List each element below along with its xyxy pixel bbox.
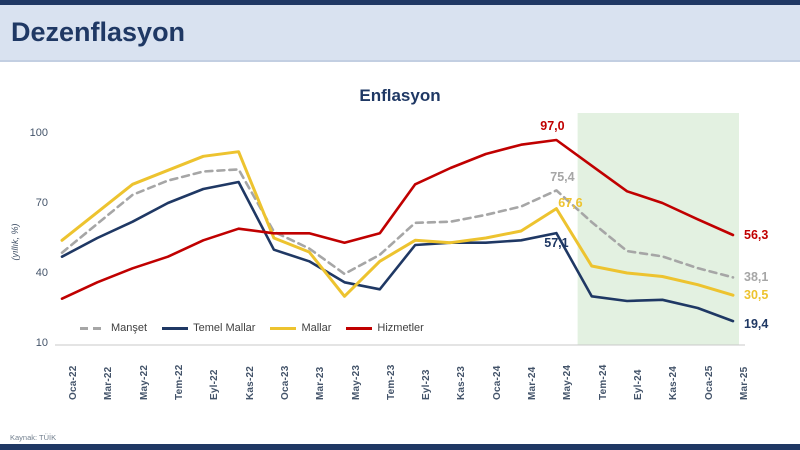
slide-header: Dezenflasyon — [0, 5, 800, 62]
bottom-accent-bar — [0, 444, 800, 450]
y-tick-label: 10 — [35, 337, 48, 349]
x-tick-label: Oca-23 — [279, 365, 291, 400]
legend-swatch — [270, 326, 297, 330]
x-tick-label: Tem-22 — [173, 364, 185, 400]
series-line-mallar — [60, 150, 735, 298]
y-tick-label: 40 — [35, 267, 48, 279]
x-tick-label: Mar-24 — [527, 366, 539, 400]
peak-value-label: 97,0 — [540, 119, 565, 133]
x-tick-label: Tem-23 — [385, 364, 397, 400]
legend-item-temel-mallar: Temel Mallar — [162, 322, 255, 334]
peak-value-label: 67,6 — [558, 195, 583, 210]
end-value-label: 19,4 — [744, 317, 769, 332]
series-line-temel-mallar — [60, 180, 735, 323]
series-line-hizmetler — [60, 138, 735, 301]
end-value-label: 56,3 — [744, 227, 769, 242]
x-tick-label: Mar-22 — [103, 366, 115, 400]
peak-value-label: 75,4 — [550, 170, 575, 185]
x-tick-label: May-22 — [138, 364, 150, 400]
y-tick-label: 100 — [29, 127, 48, 139]
x-tick-label: Eyl-24 — [633, 369, 645, 400]
x-tick-label: Mar-23 — [315, 366, 327, 400]
peak-value-label: 57,1 — [544, 236, 569, 251]
x-tick-label: Eyl-22 — [209, 369, 221, 400]
x-tick-label: Mar-25 — [739, 366, 750, 400]
x-tick-label: Kas-22 — [244, 366, 256, 400]
legend-item-hizmetler: Hizmetler — [346, 322, 424, 334]
chart-legend: Manşet Temel Mallar Mallar Hizmetler — [80, 322, 424, 334]
source-note: Kaynak: TÜİK — [10, 433, 57, 442]
chart-title: Enflasyon — [359, 86, 441, 105]
x-tick-label: Eyl-23 — [421, 369, 433, 400]
legend-item-mallar: Mallar — [270, 322, 331, 334]
x-tick-label: May-23 — [350, 364, 362, 400]
top-accent-bar — [0, 0, 800, 5]
page-title: Dezenflasyon — [11, 17, 186, 47]
legend-item-man-et: Manşet — [80, 322, 147, 334]
end-value-label: 38,1 — [744, 270, 769, 285]
x-tick-label: Oca-22 — [68, 365, 79, 400]
legend-label: Manşet — [111, 322, 148, 334]
x-tick-label: May-24 — [562, 364, 574, 400]
series-line-man-et — [60, 168, 735, 279]
x-tick-label: Kas-23 — [456, 366, 468, 400]
x-tick-label: Tem-24 — [597, 364, 609, 400]
legend-label: Temel Mallar — [193, 322, 256, 334]
legend-label: Hizmetler — [377, 322, 424, 334]
x-tick-label: Kas-24 — [668, 366, 680, 400]
x-tick-label: Oca-25 — [703, 365, 715, 400]
y-tick-label: 70 — [35, 197, 48, 209]
highlight-region — [577, 113, 740, 345]
legend-swatch — [346, 326, 373, 330]
legend-swatch — [162, 326, 189, 330]
x-tick-label: Oca-24 — [491, 365, 503, 400]
legend-label: Mallar — [301, 322, 332, 334]
end-value-label: 30,5 — [744, 288, 769, 303]
legend-swatch — [80, 326, 106, 330]
